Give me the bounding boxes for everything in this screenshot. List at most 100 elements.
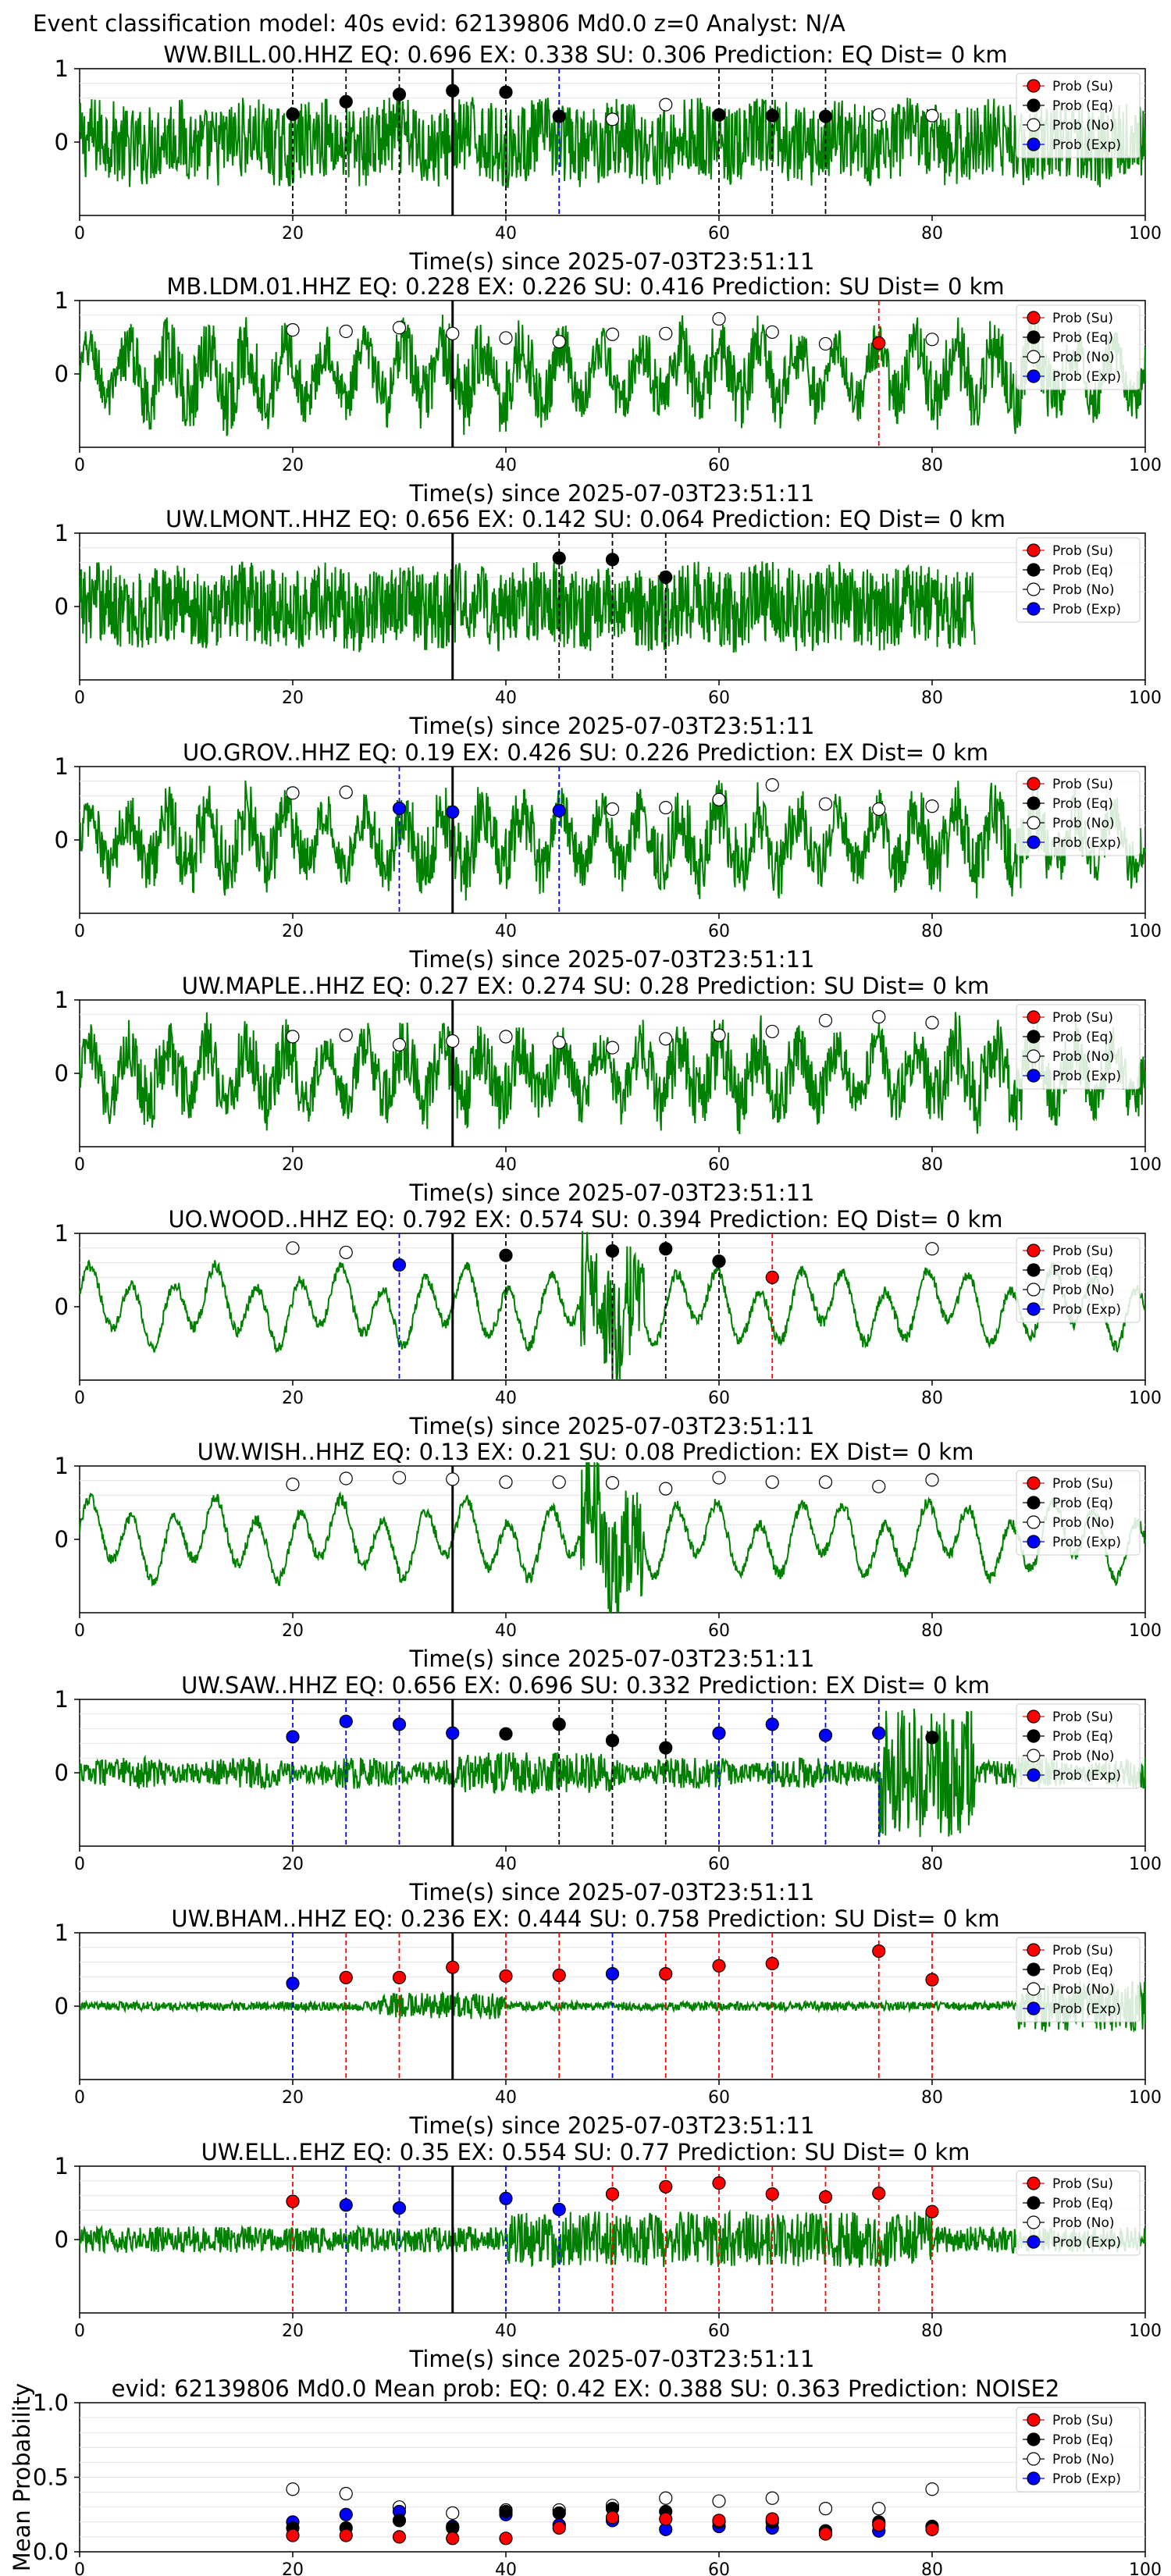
waveform-trace xyxy=(79,315,1146,436)
prob-marker xyxy=(339,1245,353,1260)
prob-marker xyxy=(659,1242,673,1256)
prob-marker xyxy=(446,1034,460,1048)
x-axis-label: Time(s) since 2025-07-03T23:51:11 xyxy=(409,1879,815,1905)
prob-marker xyxy=(605,1476,620,1490)
y-tick-label: 0.5 xyxy=(33,2464,69,2491)
legend-label: Prob (Su) xyxy=(1052,1010,1113,1026)
x-tick-label: 0 xyxy=(74,2560,85,2576)
panel-title: UW.LMONT..HHZ EQ: 0.656 EX: 0.142 SU: 0.… xyxy=(166,506,1005,532)
x-tick-label: 20 xyxy=(282,922,304,941)
x-tick-label: 60 xyxy=(708,456,730,475)
y-tick-label: 1 xyxy=(55,1920,69,1946)
panel-10: UW.ELL..EHZ EQ: 0.35 EX: 0.554 SU: 0.77 … xyxy=(55,2139,1162,2372)
x-tick-label: 40 xyxy=(495,1155,517,1175)
prob-marker xyxy=(552,2521,566,2535)
y-tick-label: 1.0 xyxy=(33,2389,69,2416)
legend-marker xyxy=(1027,582,1041,596)
prob-marker xyxy=(286,323,300,337)
x-tick-label: 40 xyxy=(495,456,517,475)
legend-marker xyxy=(1027,1283,1041,1297)
x-tick-label: 40 xyxy=(495,2322,517,2341)
legend-marker xyxy=(1027,79,1041,93)
prob-marker xyxy=(872,1479,886,1493)
legend-marker xyxy=(1027,330,1041,344)
prob-marker xyxy=(552,1035,566,1050)
x-tick-label: 60 xyxy=(708,2088,730,2108)
waveform-trace xyxy=(79,561,976,653)
prob-marker xyxy=(392,321,407,335)
prob-marker xyxy=(552,1717,566,1731)
prob-marker xyxy=(872,2186,886,2201)
panel-title: UW.SAW..HHZ EQ: 0.656 EX: 0.696 SU: 0.33… xyxy=(181,1672,990,1699)
waveform-trace xyxy=(79,1231,1146,1381)
legend-marker xyxy=(1027,2235,1041,2249)
legend-marker xyxy=(1027,1962,1041,1976)
legend-marker xyxy=(1027,2215,1041,2229)
x-tick-label: 60 xyxy=(708,1855,730,1874)
legend-label: Prob (Su) xyxy=(1052,1710,1113,1725)
legend xyxy=(1016,770,1141,856)
legend-marker xyxy=(1027,350,1041,364)
prob-marker xyxy=(339,2507,353,2521)
legend-marker xyxy=(1027,602,1041,616)
x-axis-label: Time(s) since 2025-07-03T23:51:11 xyxy=(409,2346,815,2372)
y-tick-label: 1 xyxy=(55,2153,69,2179)
legend xyxy=(1016,1703,1141,1789)
y-tick-label: 0 xyxy=(55,1526,69,1553)
x-tick-label: 0 xyxy=(74,224,85,244)
panel-title: MB.LDM.01.HHZ EQ: 0.228 EX: 0.226 SU: 0.… xyxy=(166,273,1004,300)
prob-marker xyxy=(925,1973,939,1987)
prob-marker xyxy=(392,2514,407,2528)
prob-marker xyxy=(286,1241,300,1255)
legend-label: Prob (No) xyxy=(1052,2215,1115,2231)
prob-marker xyxy=(446,805,460,819)
x-tick-label: 40 xyxy=(495,688,517,708)
x-tick-label: 80 xyxy=(921,1621,943,1641)
prob-marker xyxy=(605,112,620,126)
prob-marker xyxy=(712,2514,726,2528)
legend xyxy=(1016,1237,1141,1323)
legend-label: Prob (Exp) xyxy=(1052,137,1121,153)
x-tick-label: 60 xyxy=(708,1621,730,1641)
prob-marker xyxy=(446,2532,460,2546)
prob-marker xyxy=(925,1473,939,1487)
legend-marker xyxy=(1027,2001,1041,2016)
x-tick-label: 100 xyxy=(1129,1155,1162,1175)
prob-marker xyxy=(659,98,673,112)
x-tick-label: 0 xyxy=(74,922,85,941)
panel-title: UW.MAPLE..HHZ EQ: 0.27 EX: 0.274 SU: 0.2… xyxy=(182,973,990,999)
x-tick-label: 80 xyxy=(921,1855,943,1874)
x-tick-label: 60 xyxy=(708,1389,730,1408)
legend xyxy=(1016,537,1141,623)
prob-marker xyxy=(872,802,886,817)
panel-11: evid: 62139806 Md0.0 Mean prob: EQ: 0.42… xyxy=(9,2375,1162,2576)
prob-marker xyxy=(552,109,566,123)
prob-marker xyxy=(659,1032,673,1046)
y-tick-label: 0.0 xyxy=(33,2539,69,2565)
panel-8: UW.SAW..HHZ EQ: 0.656 EX: 0.696 SU: 0.33… xyxy=(55,1672,1162,1905)
legend-label: Prob (Exp) xyxy=(1052,1535,1121,1550)
x-tick-label: 80 xyxy=(921,224,943,244)
x-tick-label: 100 xyxy=(1129,922,1162,941)
legend-marker xyxy=(1027,1244,1041,1258)
x-tick-label: 80 xyxy=(921,922,943,941)
x-tick-label: 40 xyxy=(495,1855,517,1874)
prob-marker xyxy=(446,2506,460,2520)
prob-marker xyxy=(339,1714,353,1728)
x-tick-label: 100 xyxy=(1129,2560,1162,2576)
waveform-trace xyxy=(79,1012,1146,1134)
x-tick-label: 100 xyxy=(1129,1621,1162,1641)
x-tick-label: 100 xyxy=(1129,688,1162,708)
panel-1: WW.BILL.00.HHZ EQ: 0.696 EX: 0.338 SU: 0… xyxy=(55,41,1162,275)
prob-marker xyxy=(499,1248,513,1262)
prob-marker xyxy=(712,2176,726,2190)
legend-marker xyxy=(1027,1749,1041,1763)
prob-marker xyxy=(765,1717,779,1731)
prob-marker xyxy=(286,1030,300,1044)
prob-marker xyxy=(605,1967,620,1981)
prob-marker xyxy=(765,109,779,123)
x-tick-label: 40 xyxy=(495,224,517,244)
x-tick-label: 80 xyxy=(921,1389,943,1408)
legend-marker xyxy=(1027,118,1041,132)
prob-marker xyxy=(712,1254,726,1268)
